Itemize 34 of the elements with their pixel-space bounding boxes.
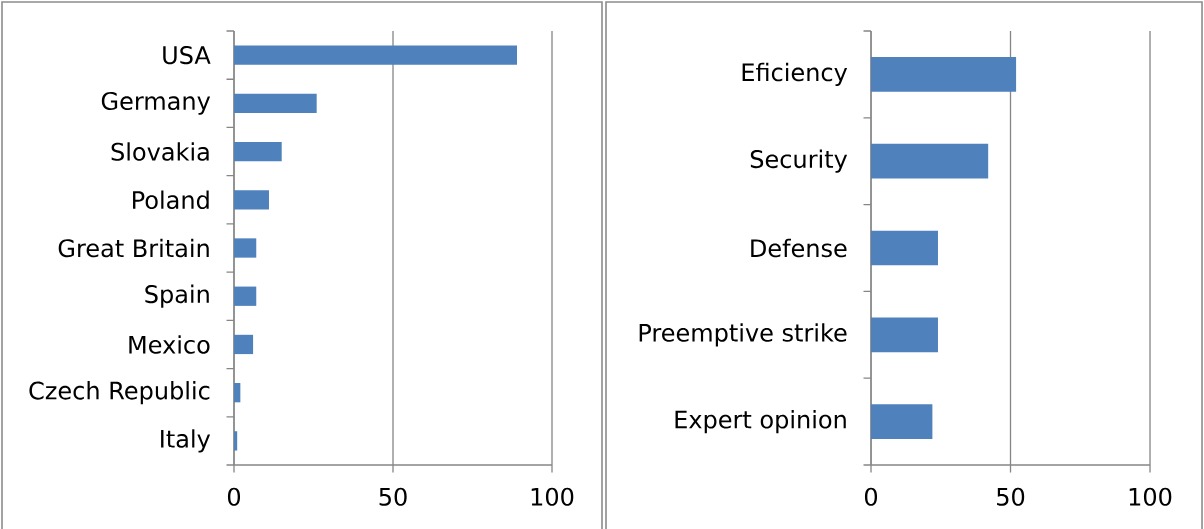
y-tick-label: Slovakia [111,142,209,161]
bar [234,238,257,258]
bar [871,317,938,353]
bar [234,431,238,451]
y-tick-label: Security [750,149,848,173]
bar [871,404,933,439]
bar [234,141,282,162]
bar [871,143,989,179]
bar [234,190,269,210]
x-tick-label: 100 [1129,487,1172,506]
bar [871,230,938,266]
x-tick-label: 0 [227,487,241,506]
bar [234,93,317,113]
y-tick-label: Eficiency [742,62,848,87]
y-tick-label: Mexico [129,335,210,354]
y-tick-label: USA [163,46,211,65]
y-tick-label: Preemptive strike [639,323,847,347]
y-tick-label: Italy [161,429,211,453]
x-tick-label: 50 [997,487,1025,506]
bar [234,383,241,403]
bar [234,286,257,306]
y-tick-label: Great Britain [58,238,209,258]
bar [234,45,518,65]
x-tick-label: 100 [531,487,574,506]
bar [234,334,254,355]
y-tick-label: Expert opinion [675,409,846,434]
bar [871,57,1017,92]
y-tick-label: Germany [101,91,211,115]
x-tick-label: 50 [379,487,407,506]
y-tick-label: Czech Republic [29,381,210,405]
y-tick-label: Spain [145,284,209,308]
y-tick-label: Defense [751,238,847,258]
x-tick-label: 0 [864,487,878,506]
y-tick-label: Poland [133,190,209,210]
